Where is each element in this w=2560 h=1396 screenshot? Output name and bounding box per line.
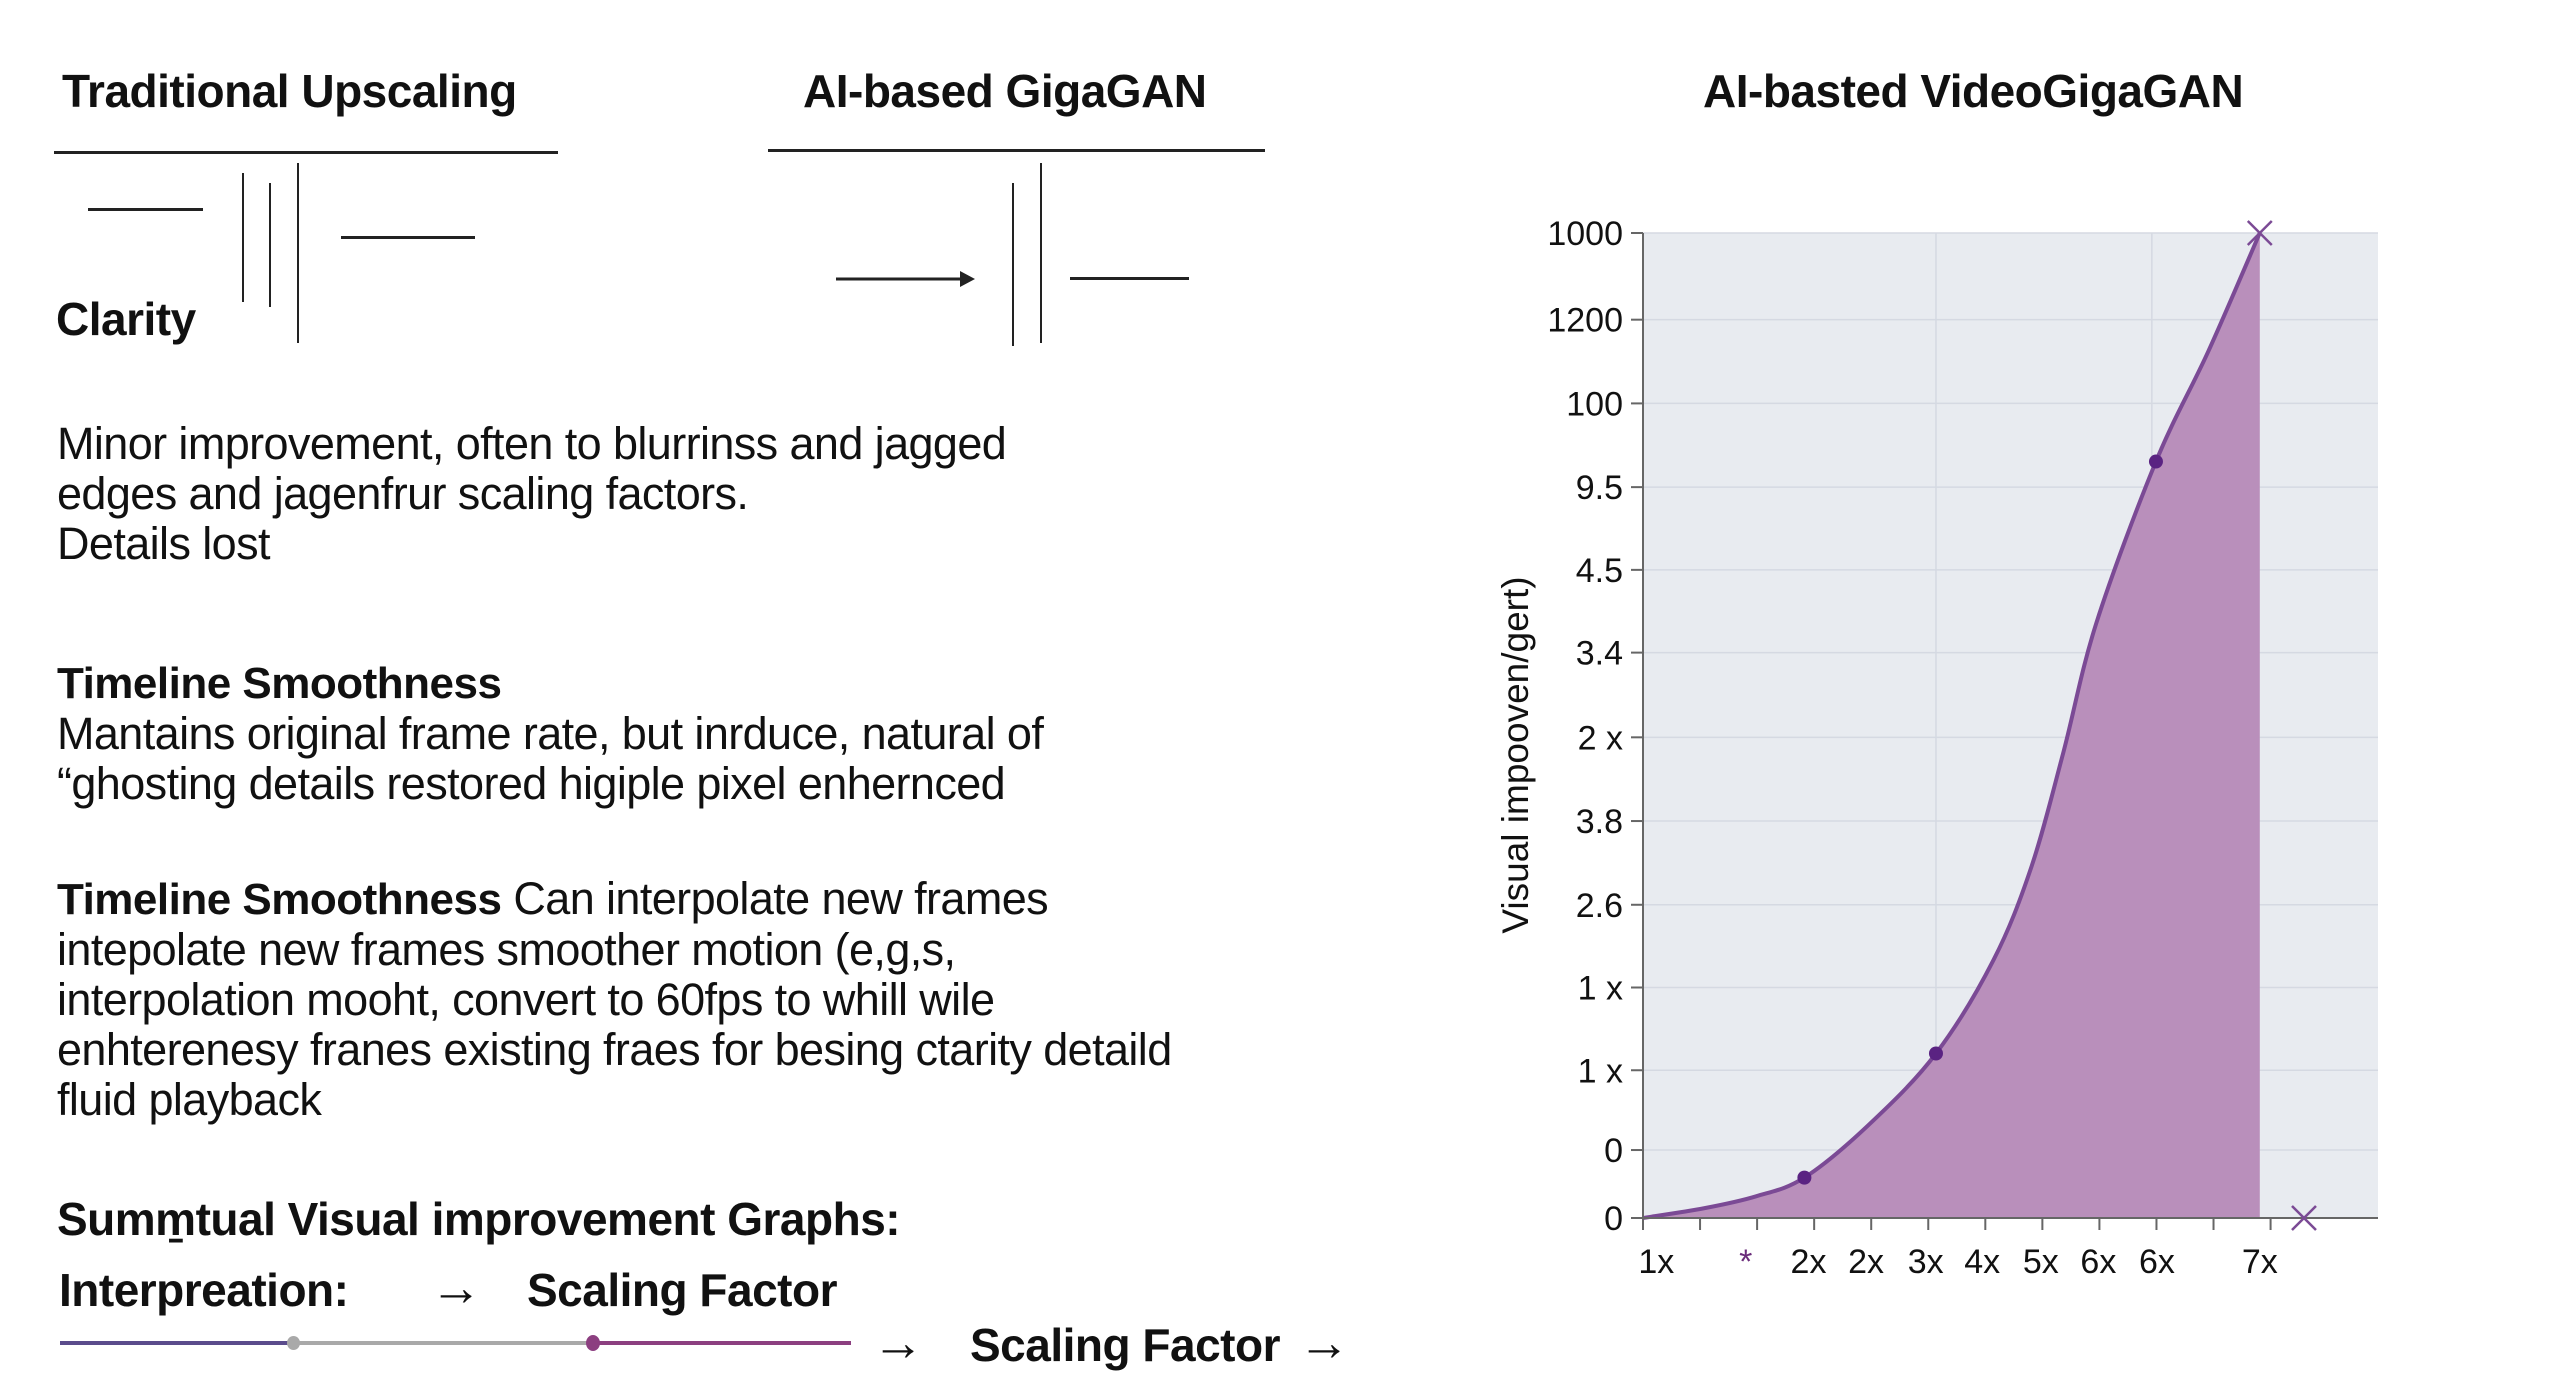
slider-track-right bbox=[593, 1341, 851, 1345]
x-tick-label: * bbox=[1739, 1243, 1752, 1281]
x-tick-label: 7x bbox=[2242, 1243, 2278, 1281]
axes bbox=[1631, 232, 2378, 1230]
text-line: interpolation mooht, convert to 60fps to… bbox=[57, 974, 995, 1025]
y-tick-label: 0 bbox=[1604, 1200, 1623, 1238]
y-tick-labels: 1000 1200 100 9.5 4.5 3.4 2 x 3.8 2.6 1 x 1 x 0 0 bbox=[1547, 215, 1623, 1238]
cross-stroke bbox=[2246, 220, 2273, 246]
header-traditional-upscaling: Traditional Upscaling bbox=[62, 65, 517, 117]
y-tick-label: 3.8 bbox=[1576, 803, 1623, 841]
x-tick-label: 3x bbox=[1908, 1243, 1944, 1281]
text-line: “ghosting details restored higiple pixel… bbox=[57, 758, 1006, 809]
diagram-line bbox=[242, 173, 244, 302]
slider-handle-gray[interactable] bbox=[287, 1336, 300, 1350]
divider-gigagan bbox=[768, 149, 1265, 152]
x-tick-labels: 1x * 2x 2x 3x 4x 5x 6x 6x 7x bbox=[1638, 1243, 2277, 1281]
series-line bbox=[1642, 232, 2262, 1220]
y-axis-label: Visual impooven/gert) bbox=[1495, 576, 1536, 933]
y-tick-label: 1 x bbox=[1578, 1052, 1623, 1090]
arrow-right-icon: → bbox=[872, 1314, 924, 1372]
timeline-smoothness-section-2: Timeline Smoothness Can interpolate new … bbox=[57, 874, 1172, 1125]
header-ai-gigagan: AI-based GigaGAN bbox=[803, 65, 1207, 117]
y-tick-label: 3.4 bbox=[1576, 635, 1623, 673]
diagram-line bbox=[1040, 163, 1042, 343]
x-tick-label: 5x bbox=[2023, 1243, 2059, 1281]
x-tick-label: 6x bbox=[2080, 1243, 2116, 1281]
clarity-text: Minor improvement, often to blurrinss an… bbox=[57, 418, 1007, 569]
y-tick-label: 2 x bbox=[1578, 719, 1623, 757]
header-ai-videogigagan: AI-basted VideoGigaGAN bbox=[1703, 65, 2244, 117]
cross-marker bbox=[2246, 220, 2273, 246]
slider-track-left bbox=[60, 1341, 294, 1345]
text-line: Details lost bbox=[57, 518, 270, 569]
x-tick-label: 1x bbox=[1638, 1243, 1674, 1281]
diagram-arrow bbox=[341, 236, 475, 239]
y-tick-label: 4.5 bbox=[1576, 552, 1623, 590]
text-line: fluid playback bbox=[57, 1074, 322, 1125]
text-line: Mantains original frame rate, but inrduc… bbox=[57, 708, 1044, 759]
diagram-line bbox=[1070, 277, 1189, 280]
y-tick-label: 100 bbox=[1566, 385, 1623, 423]
x-tick-label: 2x bbox=[1791, 1243, 1827, 1281]
markers bbox=[1797, 220, 2317, 1231]
x-tick-label: 2x bbox=[1848, 1243, 1884, 1281]
text-line: Can interpolate new frames bbox=[513, 873, 1049, 924]
diagram-line bbox=[269, 183, 271, 307]
series-area-fill bbox=[1643, 233, 2260, 1218]
y-tick-label: 1200 bbox=[1547, 302, 1623, 340]
text-line: edges and jagenfrur scaling factors. bbox=[57, 468, 749, 519]
arrow-right-icon: → bbox=[430, 1259, 482, 1317]
divider-traditional bbox=[54, 151, 558, 154]
y-tick-label: 1 x bbox=[1578, 970, 1623, 1008]
x-tick-label: 4x bbox=[1964, 1243, 2000, 1281]
cross-stroke bbox=[2291, 1205, 2317, 1231]
text-line: intepolate new frames smoother motion (e… bbox=[57, 924, 956, 975]
timeline-smoothness-section-1: Timeline Smoothness Mantains original fr… bbox=[57, 659, 1044, 809]
interpretation-label: Interpreation: bbox=[59, 1264, 349, 1316]
x-tick-label: 6x bbox=[2139, 1243, 2175, 1281]
diagram-line bbox=[297, 163, 299, 343]
text-line: Minor improvement, often to blurrinss an… bbox=[57, 418, 1007, 469]
text-line: enhterenesy franes existing fraes for be… bbox=[57, 1024, 1172, 1075]
y-tick-label: 0 bbox=[1604, 1132, 1623, 1170]
clarity-label: Clarity bbox=[56, 293, 196, 345]
cross-marker bbox=[2291, 1205, 2317, 1231]
arrow-right-icon bbox=[836, 271, 975, 287]
data-point bbox=[2148, 454, 2163, 469]
slider-track-middle bbox=[294, 1341, 593, 1345]
y-tick-label: 1000 bbox=[1547, 215, 1623, 253]
arrow-right-icon: → bbox=[1298, 1314, 1350, 1372]
scaling-factor-label: Scaling Factor bbox=[527, 1264, 837, 1316]
data-point bbox=[1797, 1170, 1812, 1185]
summary-heading: Summ̱tual Visual improvement Graphs: bbox=[57, 1193, 901, 1245]
slider-handle-purple[interactable] bbox=[586, 1335, 600, 1351]
y-tick-label: 9.5 bbox=[1576, 469, 1623, 507]
y-tick-label: 2.6 bbox=[1576, 887, 1623, 925]
diagram-line bbox=[88, 208, 203, 211]
timeline-heading: Timeline Smoothness bbox=[57, 659, 502, 708]
data-point bbox=[1928, 1046, 1943, 1061]
diagram-line bbox=[1012, 183, 1014, 346]
timeline-heading: Timeline Smoothness bbox=[57, 875, 502, 924]
scaling-factor-label-2: Scaling Factor bbox=[970, 1319, 1280, 1371]
